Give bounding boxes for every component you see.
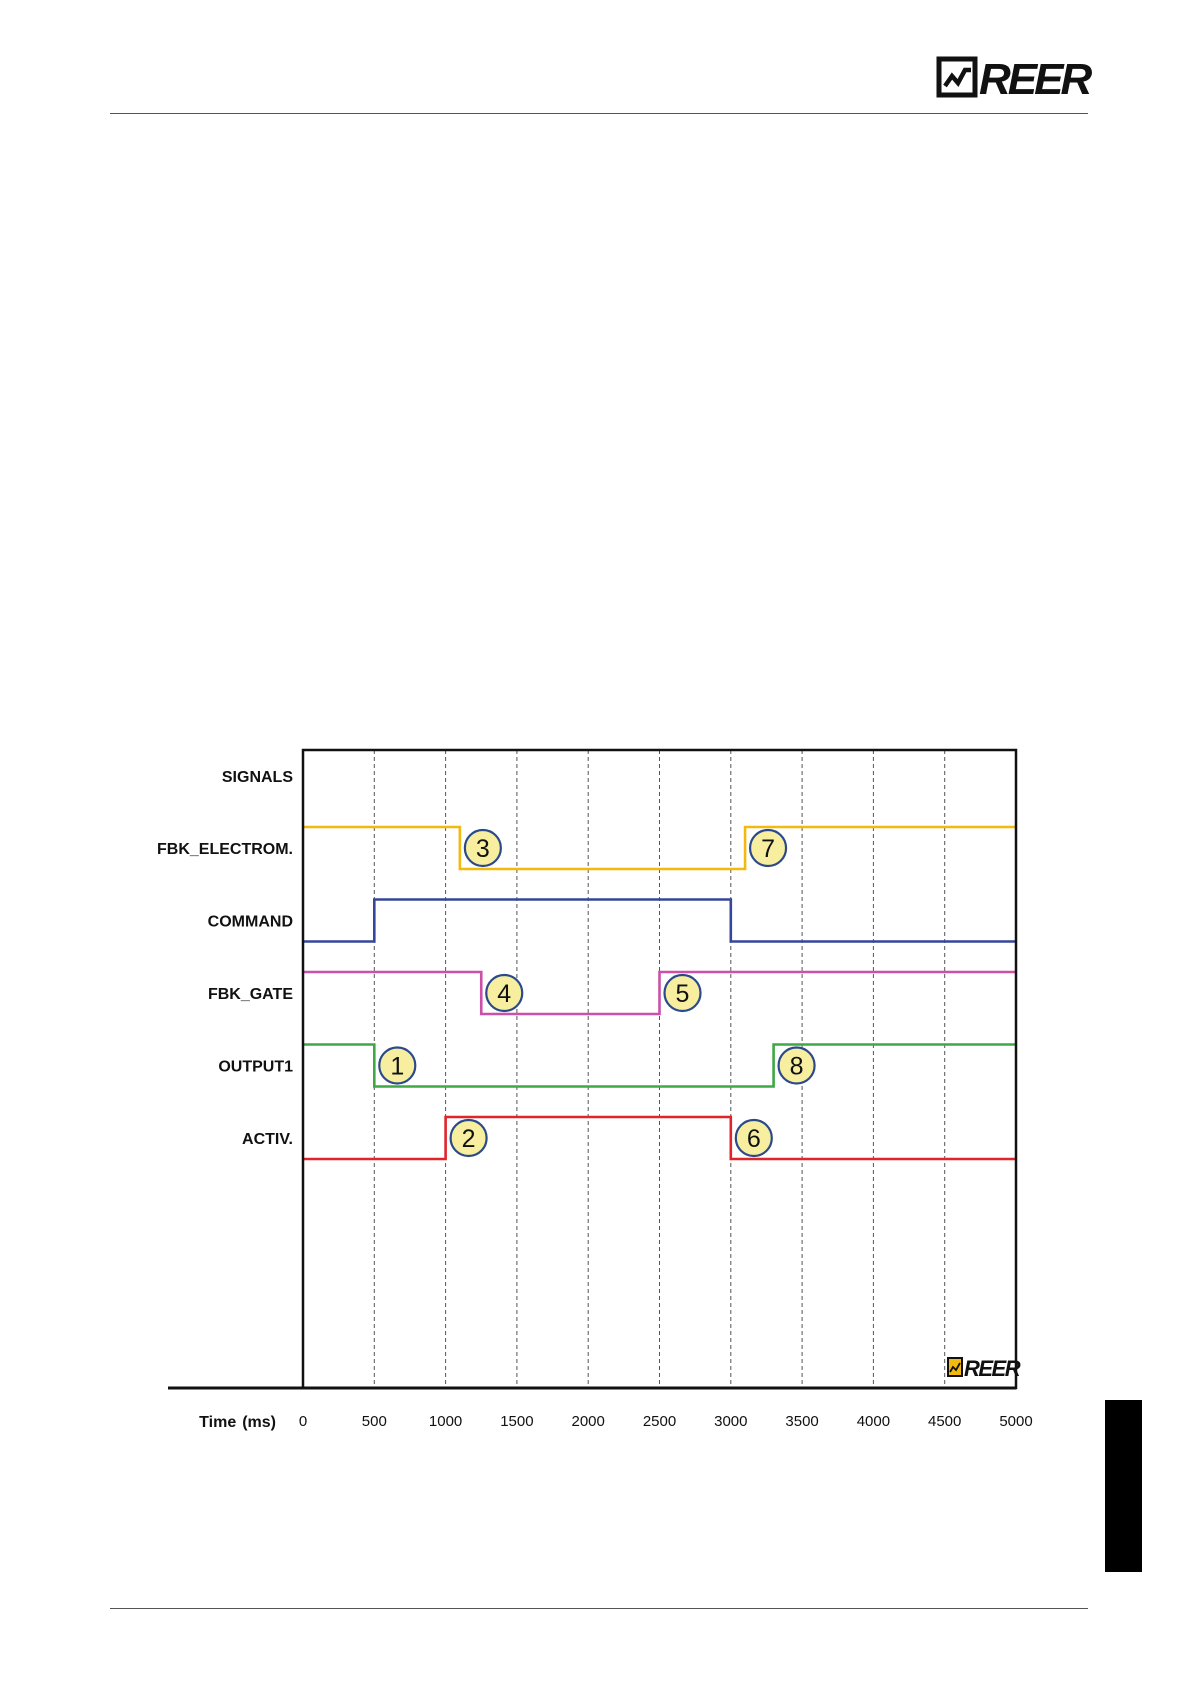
header-rule — [110, 113, 1088, 114]
x-tick-label-2000: 2000 — [572, 1413, 605, 1430]
signal-trace-1 — [303, 825, 1016, 871]
callout-circle — [777, 1046, 816, 1085]
callout-number: 8 — [790, 1053, 804, 1081]
callout-circle — [378, 1046, 417, 1085]
signal-label-3: FBK_GATE — [208, 986, 293, 1003]
x-tick-label-3500: 3500 — [785, 1413, 818, 1430]
reer-logo: REER — [936, 54, 1095, 104]
chart-series — [303, 825, 1016, 1161]
x-tick-label-3000: 3000 — [714, 1413, 747, 1430]
callout-circle — [463, 828, 502, 868]
callout-number: 1 — [390, 1053, 404, 1081]
callout-circle — [748, 828, 788, 868]
signal-trace-5 — [303, 1115, 1016, 1161]
callout-circle — [663, 973, 702, 1013]
callout-7: 7 — [748, 828, 788, 868]
callout-circle — [449, 1118, 488, 1158]
x-tick-label-1500: 1500 — [500, 1413, 533, 1430]
callout-circle — [485, 973, 524, 1013]
x-tick-label-5000: 5000 — [999, 1413, 1032, 1430]
chart-watermark: REER — [947, 1356, 1022, 1381]
x-tick-label-500: 500 — [362, 1413, 387, 1430]
callout-number: 7 — [761, 835, 775, 863]
callout-number: 3 — [476, 835, 490, 863]
signals-axis-title: SIGNALS — [222, 769, 293, 786]
callout-5: 5 — [663, 973, 702, 1013]
chart-labels: SIGNALS Time (ms) FBK_ELECTROM. COMMAND FBK… — [157, 769, 293, 1431]
callout-number: 6 — [747, 1125, 761, 1153]
signal-label-2: COMMAND — [208, 914, 293, 931]
callout-number: 2 — [462, 1125, 476, 1153]
footer-rule — [110, 1608, 1088, 1609]
x-tick-label-1000: 1000 — [429, 1413, 462, 1430]
x-tick-label-4500: 4500 — [928, 1413, 961, 1430]
callout-number: 5 — [676, 980, 690, 1008]
x-tick-label-4000: 4000 — [857, 1413, 890, 1430]
callout-1: 1 — [378, 1046, 417, 1085]
chart-annotations: 1 2 3 4 5 6 7 8 — [378, 828, 816, 1158]
callout-4: 4 — [485, 973, 524, 1013]
x-tick-labels: 0 500 1000 1500 2000 2500 3000 3500 4000 4500 5000 — [299, 1413, 1033, 1430]
callout-8: 8 — [777, 1046, 816, 1085]
watermark-text: REER — [964, 1356, 1021, 1381]
side-tab-marker — [1105, 1400, 1142, 1572]
x-tick-label-2500: 2500 — [643, 1413, 676, 1430]
callout-3: 3 — [463, 828, 502, 868]
logo-emblem-icon — [936, 56, 978, 98]
signal-label-1: FBK_ELECTROM. — [157, 841, 293, 858]
signal-trace-2 — [303, 898, 1016, 943]
logo-wordmark: REER — [979, 55, 1092, 104]
callout-circle — [734, 1118, 773, 1158]
chart-frame — [168, 748, 1018, 1390]
signal-label-5: ACTIV. — [242, 1131, 293, 1148]
signal-label-4: OUTPUT1 — [218, 1059, 293, 1076]
callout-number: 4 — [497, 980, 511, 1008]
callout-6: 6 — [734, 1118, 773, 1158]
x-tick-label-0: 0 — [299, 1413, 307, 1430]
time-axis-title: Time (ms) — [199, 1414, 276, 1431]
signal-trace-4 — [303, 1043, 1016, 1088]
callout-2: 2 — [449, 1118, 488, 1158]
signal-trace-3 — [303, 970, 1016, 1016]
